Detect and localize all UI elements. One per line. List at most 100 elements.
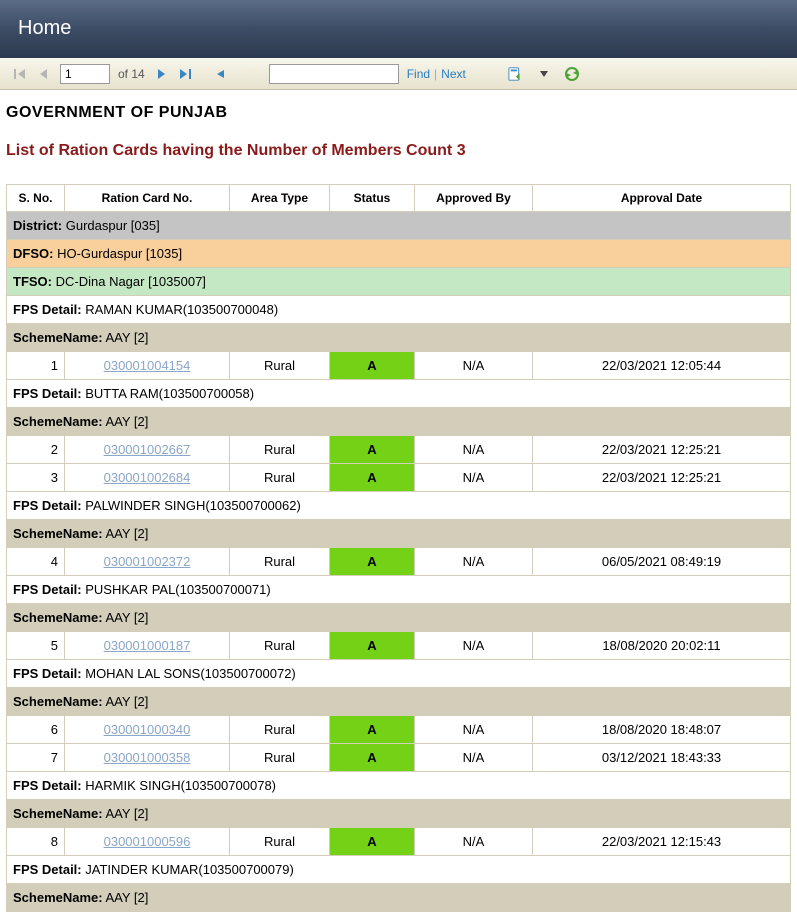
fps-row: FPS Detail: MOHAN LAL SONS(103500700072) [7, 660, 791, 688]
cell-approved-by: N/A [415, 716, 533, 744]
tfso-row: TFSO: DC-Dina Nagar [1035007] [7, 268, 791, 296]
cell-approved-by: N/A [415, 744, 533, 772]
district-row: District: Gurdaspur [035] [7, 212, 791, 240]
cell-sno: 2 [7, 436, 65, 464]
cell-sno: 8 [7, 828, 65, 856]
list-title: List of Ration Cards having the Number o… [6, 142, 791, 160]
fps-row: FPS Detail: JATINDER KUMAR(103500700079) [7, 856, 791, 884]
cell-sno: 7 [7, 744, 65, 772]
table-row: 4030001002372RuralAN/A06/05/2021 08:49:1… [7, 548, 791, 576]
cell-rcno: 030001000596 [65, 828, 230, 856]
ration-card-link[interactable]: 030001004154 [104, 358, 191, 373]
ration-card-link[interactable]: 030001002667 [104, 442, 191, 457]
find-next-button[interactable]: Next [441, 67, 466, 81]
cell-status: A [330, 744, 415, 772]
cell-rcno: 030001000340 [65, 716, 230, 744]
cell-approval-date: 22/03/2021 12:15:43 [533, 828, 791, 856]
cell-approved-by: N/A [415, 548, 533, 576]
first-page-icon[interactable] [12, 66, 28, 82]
export-dropdown-icon[interactable] [536, 66, 552, 82]
cell-sno: 1 [7, 352, 65, 380]
scheme-row: SchemeName: AAY [2] [7, 324, 791, 352]
last-page-icon[interactable] [177, 66, 193, 82]
prev-page-icon[interactable] [36, 66, 52, 82]
cell-approval-date: 18/08/2020 18:48:07 [533, 716, 791, 744]
cell-status: A [330, 828, 415, 856]
ration-card-link[interactable]: 030001002684 [104, 470, 191, 485]
cell-approval-date: 22/03/2021 12:25:21 [533, 436, 791, 464]
government-title: GOVERNMENT OF PUNJAB [6, 104, 791, 122]
cell-area: Rural [230, 632, 330, 660]
ration-card-link[interactable]: 030001000596 [104, 834, 191, 849]
table-row: 8 030001000596 RuralAN/A22/03/2021 12:15:4… [7, 828, 791, 856]
col-sno: S. No. [7, 185, 65, 212]
col-status: Status [330, 185, 415, 212]
cell-area: Rural [230, 352, 330, 380]
ration-card-link[interactable]: 030001002372 [104, 554, 191, 569]
cell-approved-by: N/A [415, 464, 533, 492]
dfso-row: DFSO: HO-Gurdaspur [1035] [7, 240, 791, 268]
cell-area: Rural [230, 548, 330, 576]
table-row: 3030001002684RuralAN/A22/03/2021 12:25:2… [7, 464, 791, 492]
cell-rcno: 030001000358 [65, 744, 230, 772]
ration-table: S. No. Ration Card No. Area Type Status … [6, 184, 791, 912]
find-input[interactable] [269, 64, 399, 84]
fps-row: FPS Detail: PALWINDER SINGH(103500700062… [7, 492, 791, 520]
cell-area: Rural [230, 716, 330, 744]
fps-row: FPS Detail: BUTTA RAM(103500700058) [7, 380, 791, 408]
cell-area: Rural [230, 464, 330, 492]
separator: | [434, 67, 437, 81]
table-row: 2030001002667RuralAN/A22/03/2021 12:25:2… [7, 436, 791, 464]
cell-approval-date: 22/03/2021 12:05:44 [533, 352, 791, 380]
table-row: 7 030001000358 RuralAN/A03/12/2021 18:43:3… [7, 744, 791, 772]
fps-row: FPS Detail: PUSHKAR PAL(103500700071) [7, 576, 791, 604]
cell-approval-date: 03/12/2021 18:43:33 [533, 744, 791, 772]
cell-status: A [330, 632, 415, 660]
cell-approved-by: N/A [415, 436, 533, 464]
cell-area: Rural [230, 744, 330, 772]
cell-area: Rural [230, 436, 330, 464]
cell-approval-date: 18/08/2020 20:02:11 [533, 632, 791, 660]
back-icon[interactable] [213, 66, 229, 82]
cell-rcno: 030001002372 [65, 548, 230, 576]
cell-status: A [330, 464, 415, 492]
col-approval-date: Approval Date [533, 185, 791, 212]
cell-sno: 3 [7, 464, 65, 492]
col-area: Area Type [230, 185, 330, 212]
cell-status: A [330, 352, 415, 380]
cell-area: Rural [230, 828, 330, 856]
scheme-row: SchemeName: AAY [2] [7, 408, 791, 436]
cell-status: A [330, 548, 415, 576]
scheme-row: SchemeName: AAY [2] [7, 688, 791, 716]
page-number-input[interactable] [60, 64, 110, 84]
cell-approved-by: N/A [415, 828, 533, 856]
ration-card-link[interactable]: 030001000340 [104, 722, 191, 737]
scheme-row: SchemeName: AAY [2] [7, 604, 791, 632]
cell-approved-by: N/A [415, 632, 533, 660]
nav-home[interactable]: Home [18, 17, 71, 40]
cell-rcno: 030001002684 [65, 464, 230, 492]
next-page-icon[interactable] [153, 66, 169, 82]
page-total-label: of 14 [118, 67, 145, 81]
fps-row: FPS Detail: RAMAN KUMAR(103500700048) [7, 296, 791, 324]
ration-card-link[interactable]: 030001000358 [104, 750, 191, 765]
cell-rcno: 030001000187 [65, 632, 230, 660]
top-nav: Home [0, 0, 797, 56]
scheme-row: SchemeName: AAY [2] [7, 520, 791, 548]
export-icon[interactable] [508, 66, 524, 82]
col-rcno: Ration Card No. [65, 185, 230, 212]
ration-card-link[interactable]: 030001000187 [104, 638, 191, 653]
table-row: 6030001000340RuralAN/A18/08/2020 18:48:0… [7, 716, 791, 744]
cell-rcno: 030001002667 [65, 436, 230, 464]
table-row: 1030001004154RuralAN/A22/03/2021 12:05:4… [7, 352, 791, 380]
cell-approval-date: 06/05/2021 08:49:19 [533, 548, 791, 576]
cell-sno: 5 [7, 632, 65, 660]
find-button[interactable]: Find [407, 67, 430, 81]
scheme-row: SchemeName: AAY [2] [7, 884, 791, 912]
report-toolbar: of 14 Find | Next [0, 56, 797, 90]
report-content: GOVERNMENT OF PUNJAB List of Ration Card… [0, 90, 797, 922]
refresh-icon[interactable] [564, 66, 580, 82]
table-row: 5 030001000187 RuralAN/A18/08/2020 20:02:1… [7, 632, 791, 660]
fps-row: FPS Detail: HARMIK SINGH(103500700078) [7, 772, 791, 800]
table-header-row: S. No. Ration Card No. Area Type Status … [7, 185, 791, 212]
